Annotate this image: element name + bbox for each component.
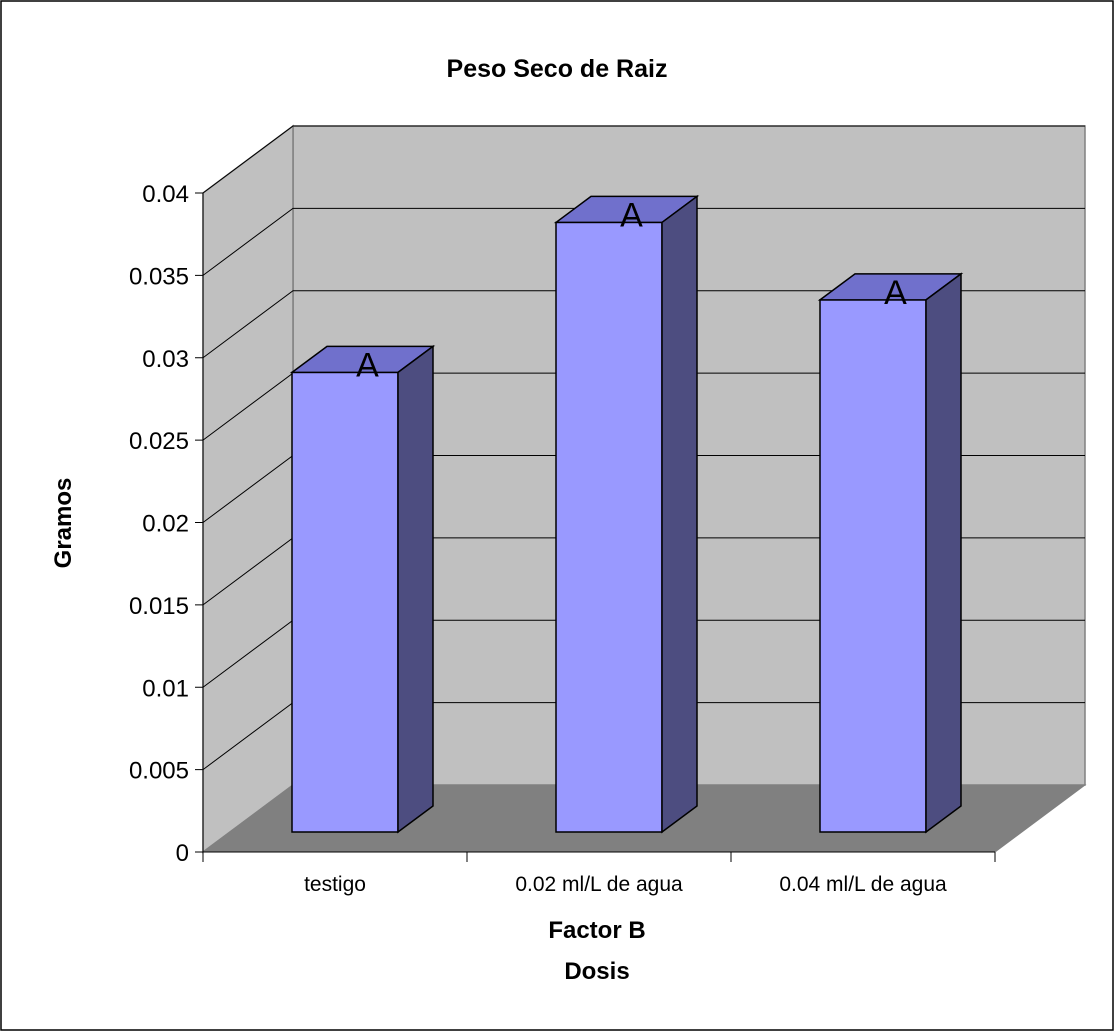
- x-tick-label: 0.02 ml/L de agua: [515, 873, 683, 896]
- y-axis-title: Gramos: [50, 478, 77, 569]
- bar-side: [925, 272, 962, 834]
- x-tick-label: 0.04 ml/L de agua: [779, 873, 947, 896]
- bar-data-label: A: [620, 196, 643, 234]
- gridline: [202, 290, 1085, 359]
- x-axis-title: Factor B: [548, 917, 645, 944]
- bar-side: [397, 344, 434, 834]
- x-tick-label: testigo: [304, 873, 366, 896]
- bar-data-label: A: [356, 346, 379, 384]
- bar-front: [555, 221, 663, 833]
- y-tick-label: 0.04: [142, 181, 189, 208]
- gridline: [202, 207, 1085, 276]
- x-axis-subtitle: Dosis: [564, 958, 629, 985]
- y-tick-label: 0.035: [129, 263, 189, 290]
- y-tick-label: 0.015: [129, 593, 189, 620]
- bar-front: [291, 371, 399, 833]
- y-tick-label: 0.005: [129, 758, 189, 785]
- bar-side: [661, 194, 698, 834]
- y-tick-label: 0.01: [142, 675, 189, 702]
- bar-front: [819, 299, 927, 833]
- y-tick-label: 0.02: [142, 511, 189, 538]
- y-tick-label: 0: [176, 840, 189, 867]
- chart-title: Peso Seco de Raiz: [447, 55, 668, 83]
- gridline: [202, 125, 1085, 194]
- bar-data-label: A: [884, 274, 907, 312]
- y-tick-label: 0.03: [142, 346, 189, 373]
- plot-area: 0 0.005 0.01 0.015 0.02 0.025 0.03 0.035 0.04 Ate…: [129, 124, 1087, 896]
- y-tick-label: 0.025: [129, 428, 189, 455]
